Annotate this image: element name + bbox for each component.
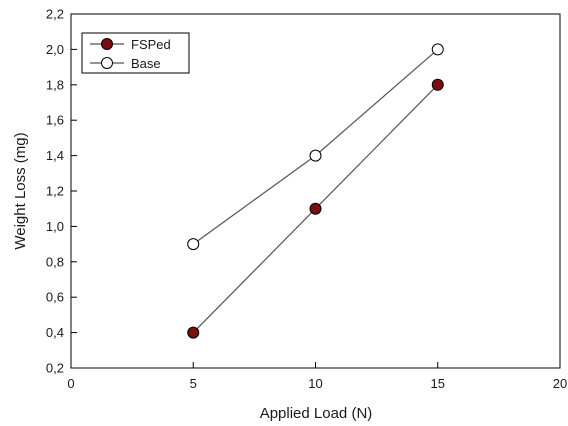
x-tick-label: 0: [67, 376, 74, 391]
x-tick-label: 20: [553, 376, 567, 391]
legend-box: [81, 32, 190, 74]
x-axis-label: Applied Load (N): [260, 405, 373, 422]
y-axis: 0,2 0,4 0,6 0,8 1,0 1,2 1,4 1,6 1,8 2,0 2,2: [46, 7, 77, 376]
series-line-base: [192, 48, 439, 245]
y-tick-label: 2,2: [46, 7, 64, 22]
data-point-fsped: [431, 78, 444, 91]
y-tick-label: 0,2: [46, 361, 64, 376]
y-tick-label: 1,2: [46, 184, 64, 199]
legend: FSPed Base: [81, 32, 190, 74]
y-tick-label: 1,6: [46, 113, 64, 128]
data-point-fsped: [187, 326, 200, 339]
data-point-base: [431, 43, 444, 56]
y-tick-label: 1,0: [46, 219, 64, 234]
y-axis-label: Weight Loss (mg): [12, 132, 29, 249]
x-tick-label: 15: [431, 376, 445, 391]
y-tick-label: 0,6: [46, 290, 64, 305]
data-point-fsped: [309, 202, 322, 215]
legend-label: Base: [131, 56, 161, 71]
y-tick-label: 0,8: [46, 254, 64, 269]
data-point-base: [187, 238, 200, 251]
x-tick-label: 5: [190, 376, 197, 391]
y-tick-label: 1,4: [46, 148, 64, 163]
y-tick-label: 0,4: [46, 325, 64, 340]
legend-marker: [101, 57, 113, 69]
y-tick-label: 2,0: [46, 42, 64, 57]
legend-label: FSPed: [131, 37, 171, 52]
x-tick-label: 10: [308, 376, 322, 391]
series-layer: [187, 43, 444, 339]
data-point-base: [309, 149, 322, 162]
y-tick-label: 1,8: [46, 77, 64, 92]
legend-marker: [101, 38, 113, 50]
x-axis: 0 5 10 15 20: [67, 362, 567, 391]
